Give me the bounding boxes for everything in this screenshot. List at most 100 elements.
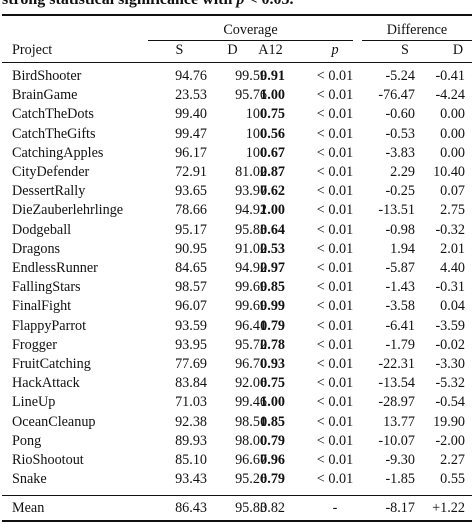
coverage-s: 98.57 xyxy=(175,279,207,296)
difference-d: -3.59 xyxy=(435,317,465,334)
a12-value: 0.96 xyxy=(260,452,285,468)
bottom-rule xyxy=(2,520,472,522)
a12-value: 0.79 xyxy=(260,317,285,334)
table-row: FruitCatching 77.69 96.70 0.93 < 0.01 -22.31 -… xyxy=(0,355,474,374)
project-name: FlappyParrot xyxy=(12,317,87,334)
difference-d: 0.55 xyxy=(440,471,465,488)
table-row: DieZauberlehrlinge 78.66 94.92 1.00 < 0.01 -1… xyxy=(0,201,474,220)
difference-s: -10.07 xyxy=(378,432,415,449)
project-name: HackAttack xyxy=(12,375,80,392)
table-row: Frogger 93.95 95.72 0.78 < 0.01 -1.79 -0.02 xyxy=(0,336,474,355)
a12-value: 0.64 xyxy=(260,221,285,238)
mean-difference-d: +1.22 xyxy=(432,500,465,516)
table-row: Snake 93.43 95.26 0.79 < 0.01 -1.85 0.55 xyxy=(0,470,474,489)
coverage-d: 100 xyxy=(245,125,267,142)
project-name: CatchingApples xyxy=(12,144,104,161)
coverage-s: 94.76 xyxy=(175,68,207,84)
top-rule xyxy=(2,14,472,16)
difference-d: -2.00 xyxy=(435,432,465,449)
difference-s: -28.97 xyxy=(378,394,415,411)
coverage-group-header: Coverage xyxy=(223,22,278,38)
coverage-s: 89.93 xyxy=(175,432,207,449)
difference-d: 10.40 xyxy=(433,164,465,180)
coverage-d: 81.02 xyxy=(235,164,267,180)
difference-s: 1.94 xyxy=(390,240,415,257)
coverage-d: 99.46 xyxy=(235,394,267,411)
project-name: FinalFight xyxy=(12,298,72,315)
difference-d: 0.00 xyxy=(440,125,465,142)
project-name: Pong xyxy=(12,432,42,449)
p-value: < 0.01 xyxy=(316,413,354,430)
project-column-header: Project xyxy=(12,42,53,58)
difference-d: 2.27 xyxy=(440,452,465,468)
a12-value: 0.79 xyxy=(260,432,285,449)
difference-s-header: S xyxy=(401,42,409,58)
coverage-s: 83.84 xyxy=(175,375,207,392)
difference-d: 0.00 xyxy=(440,144,465,161)
coverage-d: 96.41 xyxy=(235,317,267,334)
mean-difference-s: -8.17 xyxy=(385,500,415,516)
difference-d: 2.75 xyxy=(440,202,465,219)
coverage-s: 23.53 xyxy=(175,87,207,104)
coverage-s: 77.69 xyxy=(175,356,207,372)
project-name: LineUp xyxy=(12,394,56,411)
project-name: Snake xyxy=(12,471,47,488)
coverage-s: 99.47 xyxy=(175,125,207,142)
a12-value: 0.85 xyxy=(260,413,285,430)
coverage-s: 85.10 xyxy=(175,452,207,468)
mean-p: - xyxy=(332,500,338,516)
p-value: < 0.01 xyxy=(316,125,354,142)
project-name: EndlessRunner xyxy=(12,260,98,276)
mean-row: Mean 86.43 95.83 0.82 - -8.17 +1.22 xyxy=(0,499,474,518)
difference-d: -0.32 xyxy=(435,221,465,238)
difference-d: -0.41 xyxy=(435,68,465,84)
project-name: BrainGame xyxy=(12,87,78,104)
table-row: LineUp 71.03 99.46 1.00 < 0.01 -28.97 -0.54 xyxy=(0,393,474,412)
a12-value: 0.56 xyxy=(260,125,285,142)
p-value: < 0.01 xyxy=(316,106,354,123)
table-row: CityDefender 72.91 81.02 0.87 < 0.01 2.29 10.4… xyxy=(0,163,474,182)
a12-value: 0.87 xyxy=(260,164,285,180)
p-value: < 0.01 xyxy=(316,298,354,315)
a12-value: 1.00 xyxy=(260,87,285,104)
project-name: DessertRally xyxy=(12,183,86,200)
mean-a12: 0.82 xyxy=(260,500,285,516)
coverage-s: 78.66 xyxy=(175,202,207,219)
project-name: OceanCleanup xyxy=(12,413,96,430)
p-value: < 0.01 xyxy=(316,68,354,84)
a12-header: A12 xyxy=(258,42,283,58)
difference-d: 0.04 xyxy=(440,298,465,315)
coverage-d: 94.92 xyxy=(235,260,267,276)
p-value: < 0.01 xyxy=(316,87,354,104)
difference-s: -0.98 xyxy=(385,221,415,238)
coverage-s: 96.07 xyxy=(175,298,207,315)
table-row: FallingStars 98.57 99.69 0.85 < 0.01 -1.43 -0.… xyxy=(0,278,474,297)
difference-d: -4.24 xyxy=(435,87,465,104)
difference-d: -0.54 xyxy=(435,394,465,411)
p-value: < 0.01 xyxy=(316,144,354,161)
difference-s: -22.31 xyxy=(378,356,415,372)
project-name: FruitCatching xyxy=(12,356,91,372)
difference-d: -0.31 xyxy=(435,279,465,296)
coverage-s-header: S xyxy=(175,42,184,58)
p-value: < 0.01 xyxy=(316,221,354,238)
a12-value: 0.75 xyxy=(260,106,285,123)
coverage-s: 93.95 xyxy=(175,336,207,353)
mean-label: Mean xyxy=(12,500,45,516)
p-value: < 0.01 xyxy=(316,394,354,411)
coverage-group-rule xyxy=(148,40,353,41)
coverage-s: 72.91 xyxy=(175,164,207,180)
p-value: < 0.01 xyxy=(316,202,354,219)
project-name: Dragons xyxy=(12,240,61,257)
difference-d: 0.07 xyxy=(440,183,465,200)
difference-s: -6.41 xyxy=(385,317,415,334)
difference-s: -9.30 xyxy=(385,452,415,468)
difference-d: 2.01 xyxy=(440,240,465,257)
p-value: < 0.01 xyxy=(316,336,354,353)
coverage-d: 99.59 xyxy=(235,68,267,84)
coverage-d: 98.00 xyxy=(235,432,267,449)
a12-value: 0.78 xyxy=(260,336,285,353)
coverage-s: 71.03 xyxy=(175,394,207,411)
p-value: < 0.01 xyxy=(316,452,354,468)
project-name: CatchTheGifts xyxy=(12,125,96,142)
